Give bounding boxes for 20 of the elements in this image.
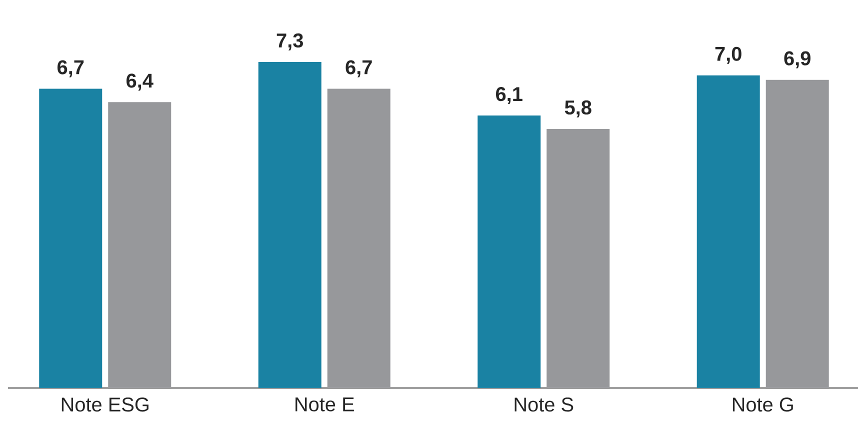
bar <box>696 75 760 388</box>
bar <box>327 88 390 388</box>
bar <box>546 128 610 388</box>
x-tick-label: Note ESG <box>62 398 148 412</box>
x-tick-label: Note E <box>296 398 354 412</box>
data-label: 6,7 <box>58 60 84 78</box>
bar <box>39 88 102 388</box>
bar <box>108 102 172 388</box>
data-label: 5,8 <box>564 100 592 118</box>
x-tick-label: Note G <box>732 398 793 412</box>
data-label: 6,1 <box>496 87 522 104</box>
bar <box>478 116 541 388</box>
data-label: 7,3 <box>276 33 303 50</box>
data-label: 6,4 <box>126 74 154 91</box>
data-label: 6,9 <box>784 51 810 68</box>
data-label: 7,0 <box>715 46 742 64</box>
x-tick-label: Note S <box>514 398 574 412</box>
data-label: 6,7 <box>346 60 372 78</box>
bar <box>766 80 829 388</box>
bar <box>258 62 322 388</box>
